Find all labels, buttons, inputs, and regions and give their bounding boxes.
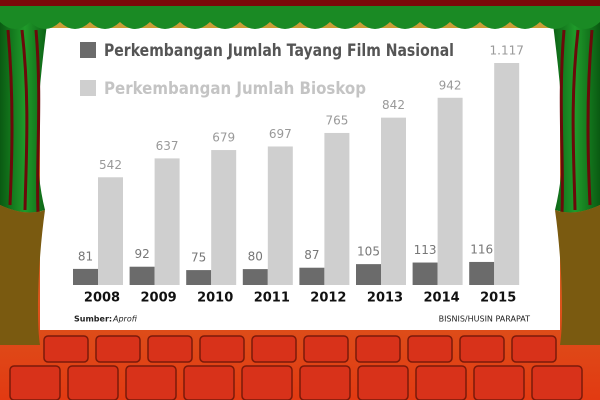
x-tick-label: 2012 — [310, 291, 346, 306]
value-label: 942 — [439, 78, 462, 92]
x-tick-label: 2013 — [367, 291, 403, 306]
legend-swatch — [80, 80, 96, 96]
credit: BISNIS/HUSIN PARAPAT — [439, 315, 531, 324]
value-label: 80 — [248, 250, 263, 264]
value-label: 542 — [99, 158, 122, 172]
source-label: Sumber: — [74, 315, 112, 324]
value-label: 1.117 — [490, 44, 524, 58]
legend-label: Perkembangan Jumlah Bioskop — [104, 79, 366, 99]
x-tick-label: 2009 — [141, 291, 177, 306]
value-label: 679 — [212, 131, 235, 145]
bar — [186, 270, 212, 285]
chart: Perkembangan Jumlah Tayang Film Nasional… — [73, 41, 524, 306]
x-tick-label: 2014 — [424, 291, 460, 306]
bar — [73, 268, 98, 285]
value-label: 637 — [156, 139, 179, 153]
left-curtain — [0, 0, 50, 345]
x-tick-label: 2015 — [480, 291, 516, 306]
bar — [469, 261, 495, 285]
bar — [412, 262, 438, 285]
value-label: 765 — [325, 113, 348, 127]
legend-label: Perkembangan Jumlah Tayang Film Nasional — [104, 41, 454, 61]
bar — [494, 63, 520, 285]
value-label: 75 — [191, 251, 206, 265]
bar — [299, 267, 325, 285]
value-label: 81 — [78, 249, 93, 263]
x-tick-label: 2010 — [197, 291, 233, 306]
x-tick-label: 2008 — [84, 291, 120, 306]
value-label: 92 — [134, 247, 149, 261]
bar — [98, 177, 123, 285]
bar — [211, 150, 237, 285]
value-label: 116 — [470, 242, 493, 256]
valance — [0, 0, 600, 29]
bar — [324, 132, 350, 285]
x-tick-label: 2011 — [254, 291, 290, 306]
bar — [356, 264, 381, 285]
bar — [154, 158, 180, 285]
value-label: 87 — [304, 248, 319, 262]
value-label: 105 — [357, 245, 380, 259]
bar — [437, 97, 463, 285]
value-label: 697 — [269, 127, 292, 141]
value-label: 113 — [414, 243, 437, 257]
legend-swatch — [80, 42, 96, 58]
bar — [381, 117, 406, 285]
right-curtain — [550, 0, 600, 345]
seats — [9, 335, 583, 400]
bar — [242, 269, 268, 285]
bar — [129, 266, 155, 285]
bar — [267, 146, 293, 285]
value-label: 842 — [382, 98, 405, 112]
source: Aprofi — [112, 315, 138, 324]
